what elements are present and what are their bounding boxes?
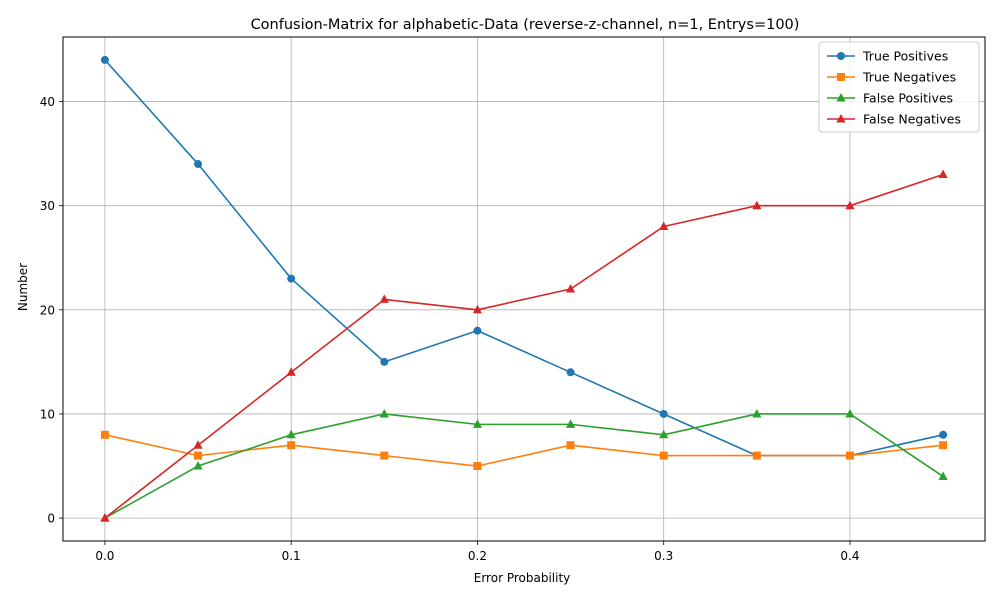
true-positives-point [473, 326, 482, 335]
true-negatives-point [659, 451, 668, 460]
legend-label: False Positives [863, 91, 953, 106]
false-positives-point [752, 408, 762, 418]
true-positives-point [380, 357, 389, 366]
false-negatives-point [472, 304, 483, 314]
y-tick-label: 40 [40, 95, 55, 109]
false-positives-point [938, 471, 948, 480]
true-negatives-point [473, 462, 482, 471]
legend-box [818, 41, 980, 133]
y-axis-label: Number [16, 263, 30, 311]
false-negatives-point [752, 200, 762, 210]
plot-frame [62, 36, 986, 542]
legend-marker [837, 52, 845, 60]
false-negatives-line [104, 173, 944, 519]
x-tick-label: 0.0 [95, 549, 114, 563]
legend-entry-true-positives: True Positives [827, 49, 948, 64]
x-tick-label: 0.1 [282, 549, 301, 563]
false-positives-point [286, 429, 296, 439]
true-negatives-point [752, 451, 761, 460]
y-tick-label: 20 [40, 303, 55, 317]
series-false-negatives [100, 169, 948, 522]
legend-entry-false-negatives: False Negatives [827, 112, 961, 127]
false-negatives-point [659, 221, 669, 231]
true-negatives-line [104, 434, 944, 467]
true-negatives-point [194, 451, 203, 460]
true-negatives-point [566, 441, 575, 450]
true-negatives-point [100, 430, 109, 439]
axis-ticks: 0.0 0.1 0.2 0.3 0.4 0 10 20 30 40 [40, 95, 860, 563]
x-tick-label: 0.4 [840, 549, 859, 563]
true-negatives-point [380, 451, 389, 460]
y-tick-label: 30 [40, 199, 55, 213]
false-negatives-point [938, 169, 948, 178]
true-positives-line [104, 59, 944, 457]
x-axis-label: Error Probability [474, 571, 571, 585]
false-positives-point [565, 419, 576, 428]
false-positives-point [472, 419, 483, 428]
true-positives-point [939, 430, 948, 439]
true-negatives-point [939, 441, 948, 450]
false-positives-point [845, 408, 855, 418]
false-negatives-point [379, 294, 389, 303]
false-positives-line [104, 413, 944, 519]
series-layer [100, 55, 948, 522]
true-negatives-point [287, 441, 296, 450]
false-negatives-point [193, 440, 203, 449]
y-tick-label: 0 [47, 512, 55, 526]
false-negatives-point [100, 513, 110, 522]
legend-entry-false-positives: False Positives [827, 91, 953, 106]
y-tick-label: 10 [40, 407, 55, 421]
legend-marker [836, 93, 846, 102]
x-tick-label: 0.2 [468, 549, 487, 563]
true-positives-point [100, 55, 109, 64]
legend: True Positives True Negatives False Positi… [818, 41, 980, 133]
false-positives-point [659, 429, 669, 439]
false-negatives-point [286, 367, 296, 376]
legend-label: True Positives [862, 49, 948, 64]
true-positives-point [659, 409, 668, 418]
legend-marker [836, 114, 846, 123]
series-true-negatives [100, 430, 948, 471]
true-negatives-point [845, 451, 854, 460]
true-positives-point [287, 274, 296, 283]
false-negatives-point [565, 284, 576, 293]
legend-label: False Negatives [863, 112, 961, 127]
true-positives-point [566, 368, 575, 377]
series-false-positives [100, 408, 948, 522]
true-positives-point [194, 160, 203, 169]
legend-marker [837, 73, 845, 81]
legend-entry-true-negatives: True Negatives [827, 70, 956, 85]
false-positives-point [193, 461, 203, 470]
legend-label: True Negatives [862, 70, 956, 85]
x-tick-label: 0.3 [654, 549, 673, 563]
chart-title: Confusion-Matrix for alphabetic-Data (re… [251, 17, 800, 33]
false-positives-point [379, 408, 389, 418]
false-negatives-point [845, 200, 855, 210]
